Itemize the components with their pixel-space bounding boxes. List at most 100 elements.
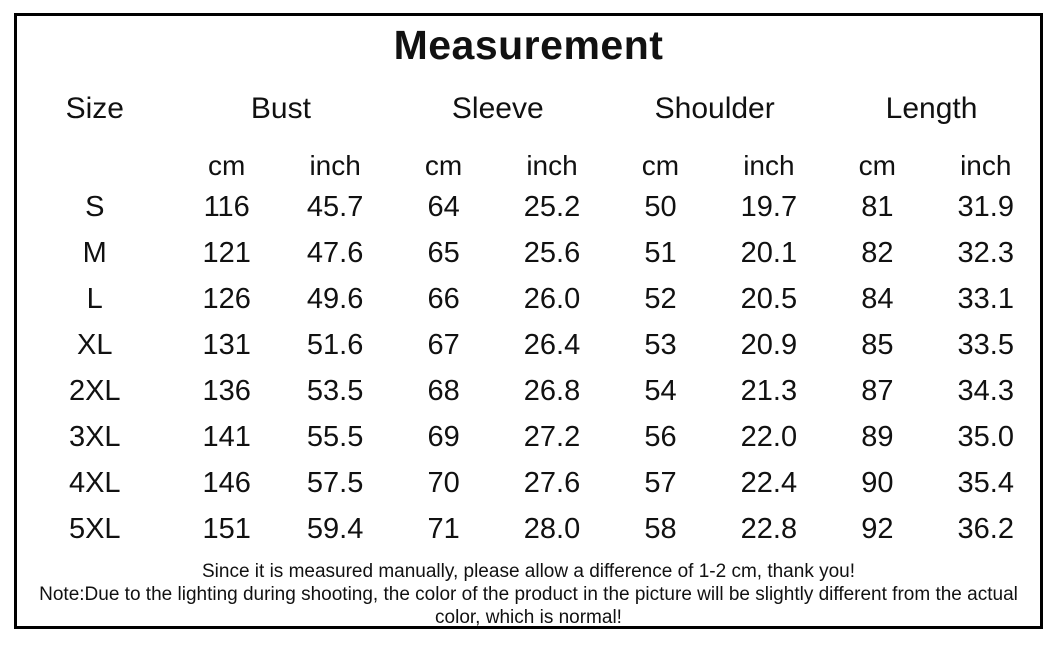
column-group-label: Length (885, 92, 978, 125)
size-label-cell: XL (77, 328, 113, 361)
measurement-value-cell: 35.4 (957, 466, 1014, 499)
measurement-value-cell: 64 (427, 190, 460, 223)
table-row: 3XL 141 55.5 69 27.2 56 22.0 89 35.0 (17, 414, 1040, 460)
unit-label-empty (17, 150, 172, 184)
column-group-label: Sleeve (451, 92, 544, 125)
measurement-value-cell: 67 (427, 328, 460, 361)
measurement-value-cell: 33.1 (957, 282, 1014, 315)
measurement-value-cell: 50 (644, 190, 677, 223)
measurement-value-cell: 90 (861, 466, 894, 499)
table-row: S 116 45.7 64 25.2 50 19.7 81 31.9 (17, 184, 1040, 230)
measurement-value-cell: 28.0 (523, 512, 581, 545)
unit-label: inch (743, 150, 795, 181)
size-label-cell: 4XL (68, 466, 121, 499)
measurement-value-cell: 71 (427, 512, 460, 545)
measurement-value-cell: 22.4 (740, 466, 798, 499)
table-row: 2XL 136 53.5 68 26.8 54 21.3 87 34.3 (17, 368, 1040, 414)
table-row: M 121 47.6 65 25.6 51 20.1 82 32.3 (17, 230, 1040, 276)
size-label-cell: M (82, 236, 107, 269)
footer-notes: Since it is measured manually, please al… (17, 560, 1040, 629)
unit-label: inch (309, 150, 361, 181)
measurement-value-cell: 52 (644, 282, 677, 315)
note-color-difference: Note:Due to the lighting during shooting… (39, 584, 1018, 628)
measurement-value-cell: 20.1 (740, 236, 798, 269)
column-group-header-row: Size Bust Sleeve Shoulder Length (17, 68, 1040, 150)
measurement-value-cell: 34.3 (957, 374, 1014, 407)
measurement-value-cell: 27.6 (523, 466, 581, 499)
measurement-value-cell: 20.9 (740, 328, 798, 361)
size-label-cell: 2XL (68, 374, 121, 407)
measurement-value-cell: 47.6 (306, 236, 364, 269)
unit-label: inch (960, 150, 1012, 181)
unit-header-row: cm inch cm inch cm inch cm inch (17, 150, 1040, 184)
measurement-value-cell: 25.6 (523, 236, 581, 269)
column-group-label: Bust (250, 92, 311, 125)
measurement-value-cell: 33.5 (957, 328, 1014, 361)
size-label-cell: 3XL (68, 420, 121, 453)
measurement-value-cell: 36.2 (957, 512, 1014, 545)
size-table-body: S 116 45.7 64 25.2 50 19.7 81 31.9 M 121 47.6 65 25.6… (17, 184, 1040, 552)
unit-label: cm (208, 150, 246, 181)
measurement-value-cell: 26.4 (523, 328, 581, 361)
unit-label: cm (858, 150, 896, 181)
measurement-chart-frame: Measurement Size Bust Sleeve Shoulder Length… (14, 13, 1043, 629)
measurement-value-cell: 31.9 (957, 190, 1014, 223)
measurement-value-cell: 53.5 (306, 374, 364, 407)
measurement-value-cell: 68 (427, 374, 460, 407)
measurement-value-cell: 58 (644, 512, 677, 545)
measurement-value-cell: 27.2 (523, 420, 581, 453)
measurement-value-cell: 20.5 (740, 282, 798, 315)
measurement-value-cell: 32.3 (957, 236, 1014, 269)
column-group-label: Size (65, 92, 124, 125)
measurement-value-cell: 21.3 (740, 374, 798, 407)
table-row: 5XL 151 59.4 71 28.0 58 22.8 92 36.2 (17, 506, 1040, 552)
table-row: XL 131 51.6 67 26.4 53 20.9 85 33.5 (17, 322, 1040, 368)
measurement-value-cell: 53 (644, 328, 677, 361)
measurement-value-cell: 89 (861, 420, 894, 453)
measurement-value-cell: 19.7 (740, 190, 798, 223)
measurement-value-cell: 26.0 (523, 282, 581, 315)
size-label-cell: 5XL (68, 512, 121, 545)
measurement-value-cell: 87 (861, 374, 894, 407)
measurement-value-cell: 84 (861, 282, 894, 315)
measurement-value-cell: 66 (427, 282, 460, 315)
measurement-value-cell: 116 (203, 190, 250, 223)
measurement-value-cell: 92 (861, 512, 894, 545)
measurement-value-cell: 49.6 (306, 282, 364, 315)
measurement-value-cell: 54 (644, 374, 677, 407)
measurement-value-cell: 141 (202, 420, 251, 453)
unit-label: inch (526, 150, 578, 181)
page-title: Measurement (393, 22, 664, 68)
unit-label: cm (424, 150, 463, 181)
measurement-value-cell: 57 (644, 466, 677, 499)
measurement-value-cell: 57.5 (306, 466, 364, 499)
measurement-value-cell: 126 (202, 282, 251, 315)
size-label-cell: S (85, 190, 105, 223)
measurement-value-cell: 35.0 (957, 420, 1014, 453)
measurement-value-cell: 55.5 (306, 420, 364, 453)
measurement-value-cell: 146 (202, 466, 251, 499)
measurement-value-cell: 51.6 (306, 328, 364, 361)
measurement-value-cell: 82 (861, 236, 894, 269)
measurement-value-cell: 136 (202, 374, 251, 407)
measurement-value-cell: 69 (427, 420, 460, 453)
table-row: 4XL 146 57.5 70 27.6 57 22.4 90 35.4 (17, 460, 1040, 506)
measurement-value-cell: 51 (644, 236, 677, 269)
measurement-value-cell: 26.8 (523, 374, 581, 407)
measurement-value-cell: 121 (202, 236, 251, 269)
measurement-value-cell: 65 (427, 236, 460, 269)
measurement-value-cell: 45.7 (306, 190, 364, 223)
measurement-value-cell: 22.0 (740, 420, 798, 453)
column-group-label: Shoulder (654, 92, 775, 125)
size-label-cell: L (86, 282, 103, 315)
measurement-value-cell: 151 (202, 512, 251, 545)
measurement-value-cell: 131 (202, 328, 251, 361)
measurement-value-cell: 85 (861, 328, 894, 361)
measurement-value-cell: 81 (861, 190, 894, 223)
measurement-value-cell: 70 (427, 466, 460, 499)
measurement-value-cell: 22.8 (740, 512, 798, 545)
size-table: Size Bust Sleeve Shoulder Length cm inch cm inc… (17, 68, 1040, 552)
table-row: L 126 49.6 66 26.0 52 20.5 84 33.1 (17, 276, 1040, 322)
measurement-value-cell: 59.4 (306, 512, 364, 545)
measurement-value-cell: 25.2 (523, 190, 581, 223)
